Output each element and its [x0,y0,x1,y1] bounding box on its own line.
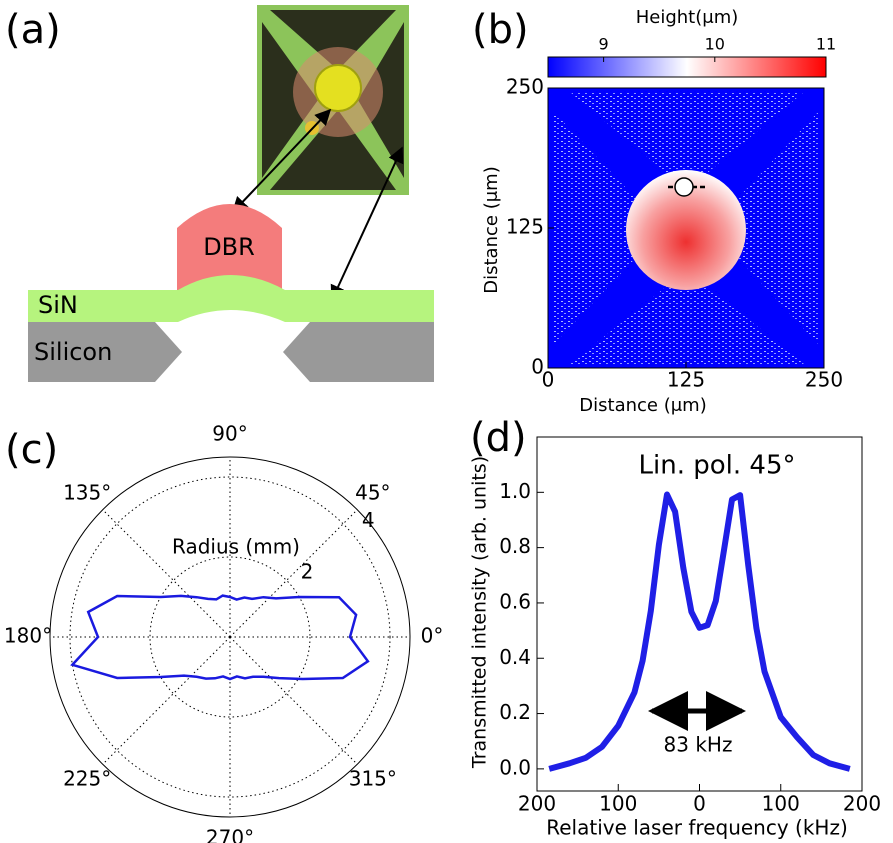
panel-c: (c) 0° 45° 90° 135° 180° 225° 270° 315° 2 4 Radius… [4,422,443,843]
x-tick-label: 0 [542,368,555,392]
angle-grid-line [229,636,358,765]
angle-tick-label: 315° [349,766,397,790]
dbr [177,204,282,290]
radial-tick-label: 4 [362,508,375,532]
radial-grid-line [149,556,311,718]
x-axis-label: Distance (μm) [579,395,706,416]
x-tick-label: 0 [693,792,706,816]
y-tick-label: 0.0 [499,755,531,779]
y-axis-label: Transmitted intensity (arb. units) [469,456,491,769]
y-tick-label: 0.6 [499,589,531,613]
radial-tick-label: 2 [301,560,314,584]
colorbar-tick-label: 10 [705,35,725,54]
y-tick-label: 1.0 [499,479,531,503]
x-tick-label: 250 [805,368,843,392]
x-tick-label: 100 [599,792,637,816]
panel-label: (d) [470,415,527,461]
transmission-curve [548,491,851,772]
angle-grid-line [102,509,231,638]
angle-tick-label: 225° [63,766,111,790]
silicon [28,322,182,382]
dome [626,170,746,290]
colorbar-tick-label: 9 [599,35,609,54]
panel-label: (c) [5,427,58,473]
panel-label: (b) [472,7,529,53]
angle-tick-label: 45° [355,481,390,505]
label: DBR [203,233,255,261]
panel-d: (d) 200 100 0 100 200 0.0 0.2 0.4 0.6 0.8 1.0 Relat… [469,415,882,840]
y-axis-label: Distance (μm) [481,166,502,293]
angle-tick-label: 0° [421,624,444,648]
y-tick-label: 0.2 [499,700,531,724]
x-tick-label: 125 [667,368,705,392]
y-tick-label: 0 [531,355,544,379]
polar-frame [49,456,411,818]
colorbar-label: Height(μm) [636,7,739,28]
radial-grid-line [69,476,391,798]
panel-label: (a) [5,7,61,53]
colorbar-tick-label: 11 [816,35,836,54]
angle-tick-label: 180° [4,624,52,648]
panel-a: (a) DBR SiN Silicon [5,5,434,382]
y-tick-label: 250 [506,75,544,99]
angle-grid-line [102,636,231,765]
panel-b: (b) Height(μm) 9 10 11 0 125 250 0 125 250 Distan… [472,7,843,416]
sin-layer [28,275,434,322]
silicon [283,322,434,382]
label: SiN [38,291,78,319]
x-tick-label: 200 [518,792,556,816]
radius-curve [70,594,370,681]
colorbar [547,56,827,78]
label: Silicon [34,338,112,366]
radial-axis-label: Radius (mm) [172,535,300,559]
angle-grid-line [229,509,358,638]
annotation: Lin. pol. 45° [639,451,796,481]
y-tick-label: 0.4 [499,645,531,669]
micrograph [257,5,409,195]
y-tick-label: 125 [506,215,544,239]
x-axis-label: Relative laser frequency (kHz) [546,816,848,840]
angle-tick-label: 90° [212,422,247,446]
y-tick-label: 0.8 [499,534,531,558]
angle-tick-label: 135° [63,481,111,505]
span-label: 83 kHz [664,733,733,757]
x-tick-label: 100 [762,792,800,816]
x-tick-label: 200 [843,792,881,816]
angle-tick-label: 270° [206,826,254,843]
